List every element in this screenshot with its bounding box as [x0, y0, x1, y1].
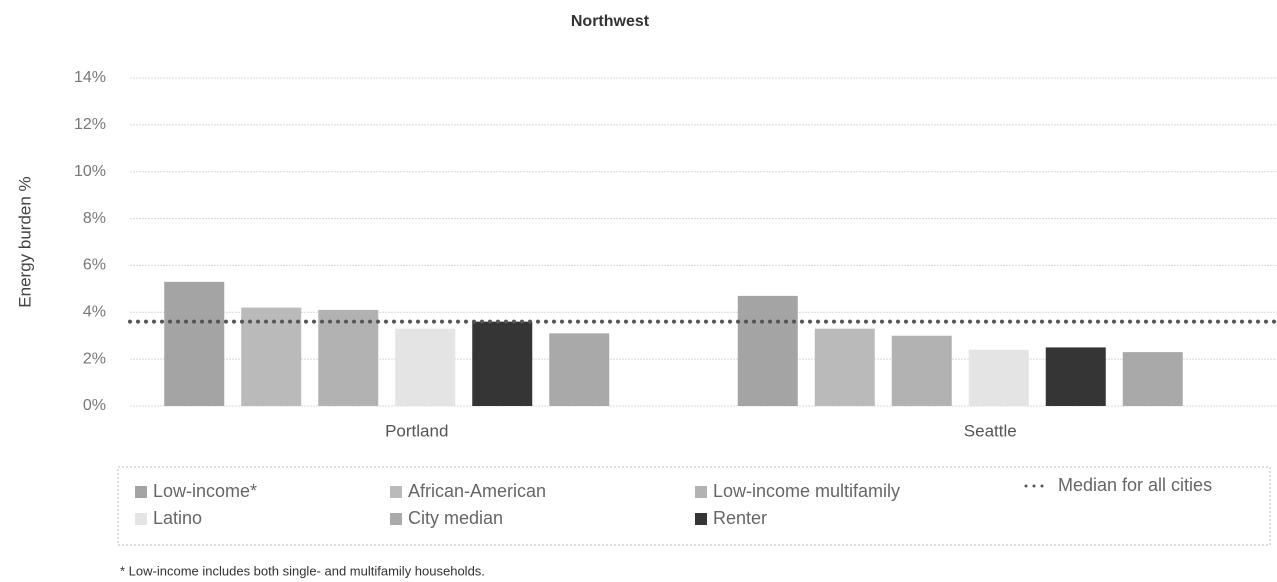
bar	[395, 328, 456, 406]
legend-label: Low-income*	[153, 481, 257, 501]
bar	[968, 349, 1029, 406]
bar	[814, 328, 875, 406]
legend-swatch	[135, 513, 147, 525]
bar	[318, 309, 379, 406]
y-axis-label: Energy burden %	[15, 176, 34, 307]
y-tick-label: 14%	[74, 69, 106, 86]
x-tick-label: Seattle	[964, 421, 1017, 440]
y-tick-label: 10%	[74, 163, 106, 180]
y-tick-label: 0%	[83, 397, 106, 414]
legend-swatch	[390, 486, 402, 498]
legend-label: Low-income multifamily	[713, 481, 900, 501]
legend-label: African-American	[408, 481, 546, 501]
legend-label: Median for all cities	[1058, 475, 1212, 495]
legend-label: City median	[408, 508, 503, 528]
y-tick-label: 8%	[83, 210, 106, 227]
bar	[891, 335, 952, 406]
footnote: * Low-income includes both single- and m…	[120, 563, 485, 578]
y-tick-label: 2%	[83, 350, 106, 367]
bar	[164, 281, 225, 406]
bar	[549, 333, 610, 406]
bar	[1045, 347, 1106, 406]
legend-swatch	[390, 513, 402, 525]
bar	[737, 295, 798, 406]
y-tick-label: 12%	[74, 116, 106, 133]
legend-label: Renter	[713, 508, 767, 528]
x-tick-label: Portland	[385, 421, 448, 440]
legend-swatch	[695, 486, 707, 498]
bar	[1122, 352, 1183, 406]
bar	[472, 321, 533, 406]
legend-swatch	[135, 486, 147, 498]
y-tick-label: 4%	[83, 304, 106, 321]
legend-swatch	[695, 513, 707, 525]
legend-label: Latino	[153, 508, 202, 528]
chart-title: Northwest	[571, 13, 650, 30]
y-tick-label: 6%	[83, 257, 106, 274]
legend-box	[117, 466, 1271, 546]
bar	[241, 307, 302, 406]
